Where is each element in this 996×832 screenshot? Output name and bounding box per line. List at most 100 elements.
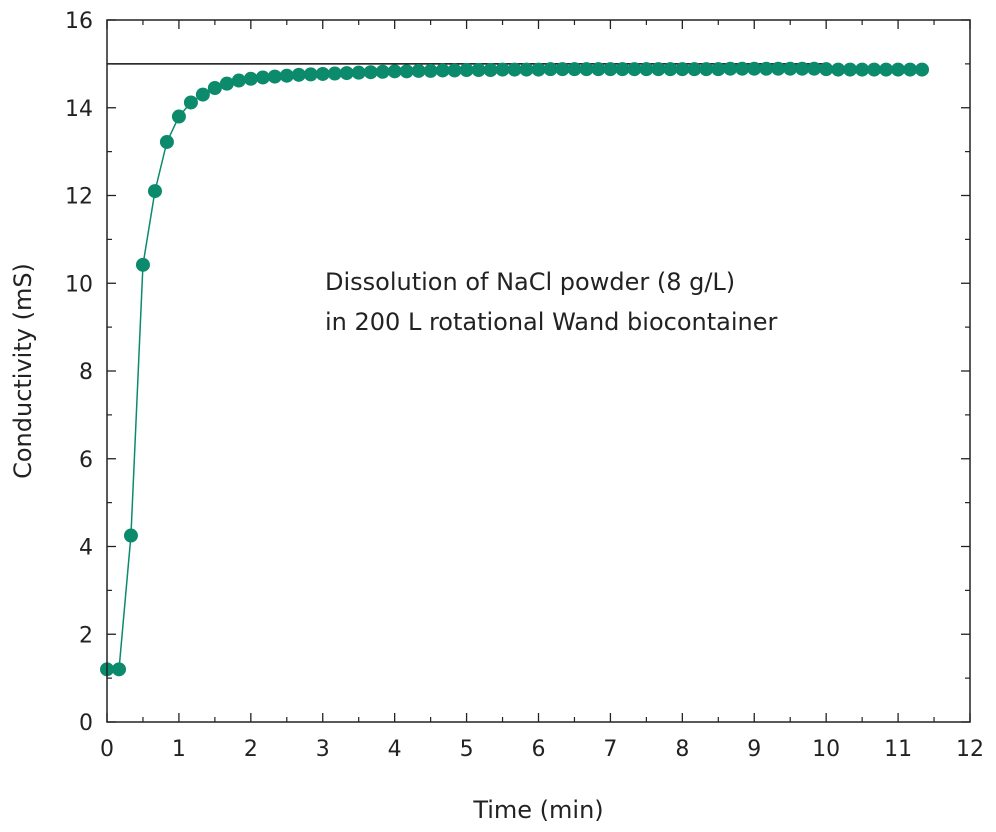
data-point bbox=[531, 62, 546, 77]
data-point bbox=[459, 63, 474, 78]
data-point bbox=[183, 95, 198, 110]
data-point bbox=[735, 61, 750, 76]
data-point bbox=[819, 62, 834, 77]
data-point bbox=[711, 62, 726, 77]
data-point bbox=[579, 62, 594, 77]
data-point bbox=[639, 62, 654, 77]
data-point bbox=[279, 68, 294, 83]
data-point bbox=[699, 62, 714, 77]
annotation-line-1: Dissolution of NaCl powder (8 g/L) bbox=[325, 268, 735, 296]
data-point bbox=[747, 61, 762, 76]
x-tick-label: 3 bbox=[316, 737, 330, 762]
data-point bbox=[879, 62, 894, 77]
series-line bbox=[107, 67, 923, 671]
data-point bbox=[663, 62, 678, 77]
data-point bbox=[303, 67, 318, 82]
y-axis-label: Conductivity (mS) bbox=[9, 263, 37, 479]
data-point bbox=[519, 62, 534, 77]
x-tick-label: 11 bbox=[884, 737, 912, 762]
data-point bbox=[147, 184, 162, 199]
data-point bbox=[555, 62, 570, 77]
x-tick-label: 10 bbox=[812, 737, 840, 762]
data-point bbox=[615, 62, 630, 77]
data-point bbox=[807, 61, 822, 76]
data-point bbox=[399, 64, 414, 79]
y-tick-label: 16 bbox=[65, 9, 93, 34]
data-point bbox=[327, 66, 342, 81]
annotation-line-2: in 200 L rotational Wand biocontainer bbox=[325, 308, 777, 336]
data-point bbox=[123, 528, 138, 543]
data-point bbox=[771, 61, 786, 76]
data-point bbox=[507, 62, 522, 77]
data-point bbox=[783, 61, 798, 76]
x-tick-label: 7 bbox=[603, 737, 617, 762]
x-tick-label: 0 bbox=[100, 737, 114, 762]
data-point bbox=[267, 69, 282, 84]
data-point bbox=[423, 63, 438, 78]
data-point bbox=[591, 62, 606, 77]
data-point bbox=[387, 64, 402, 79]
data-point bbox=[759, 61, 774, 76]
label-layer: Time (min) Conductivity (mS) Dissolution… bbox=[9, 263, 777, 824]
y-tick-label: 10 bbox=[65, 272, 93, 297]
x-tick-label: 8 bbox=[675, 737, 689, 762]
data-point bbox=[603, 62, 618, 77]
data-point bbox=[291, 67, 306, 82]
data-point bbox=[567, 62, 582, 77]
y-tick-label: 8 bbox=[79, 360, 93, 385]
y-tick-label: 4 bbox=[79, 536, 93, 561]
data-point bbox=[795, 61, 810, 76]
data-point bbox=[651, 62, 666, 77]
x-tick-label: 2 bbox=[244, 737, 258, 762]
data-point bbox=[351, 65, 366, 80]
data-point bbox=[243, 71, 258, 86]
data-point bbox=[867, 62, 882, 77]
data-point bbox=[447, 63, 462, 78]
data-point bbox=[195, 87, 210, 102]
data-point bbox=[471, 63, 486, 78]
data-point bbox=[159, 134, 174, 149]
data-point bbox=[543, 62, 558, 77]
data-point bbox=[231, 73, 246, 88]
data-point bbox=[411, 63, 426, 78]
data-point bbox=[483, 63, 498, 78]
data-point bbox=[363, 65, 378, 80]
x-tick-label: 5 bbox=[460, 737, 474, 762]
plot-frame bbox=[106, 19, 971, 723]
data-point bbox=[891, 62, 906, 77]
x-axis-label: Time (min) bbox=[472, 796, 603, 824]
data-point bbox=[435, 63, 450, 78]
data-point bbox=[375, 64, 390, 79]
y-tick-label: 6 bbox=[79, 448, 93, 473]
data-point bbox=[723, 61, 738, 76]
data-point bbox=[171, 109, 186, 124]
data-point bbox=[855, 62, 870, 77]
y-tick-label: 2 bbox=[79, 623, 93, 648]
x-tick-label: 4 bbox=[388, 737, 402, 762]
data-point bbox=[315, 66, 330, 81]
data-point bbox=[675, 62, 690, 77]
data-point bbox=[207, 81, 222, 96]
data-point bbox=[255, 70, 270, 85]
x-tick-label: 12 bbox=[956, 737, 984, 762]
y-tick-label: 14 bbox=[65, 97, 93, 122]
data-point bbox=[843, 62, 858, 77]
data-point bbox=[495, 62, 510, 77]
y-tick-label: 0 bbox=[79, 711, 93, 736]
x-tick-label: 9 bbox=[747, 737, 761, 762]
data-point bbox=[339, 66, 354, 81]
data-point bbox=[627, 62, 642, 77]
data-point bbox=[687, 62, 702, 77]
data-point bbox=[112, 662, 127, 677]
data-point bbox=[915, 62, 930, 77]
data-point bbox=[219, 76, 234, 91]
x-tick-label: 6 bbox=[532, 737, 546, 762]
data-point bbox=[831, 62, 846, 77]
data-point bbox=[135, 257, 150, 272]
series-layer bbox=[100, 61, 930, 677]
data-point bbox=[903, 62, 918, 77]
y-tick-label: 12 bbox=[65, 185, 93, 210]
x-tick-label: 1 bbox=[172, 737, 186, 762]
